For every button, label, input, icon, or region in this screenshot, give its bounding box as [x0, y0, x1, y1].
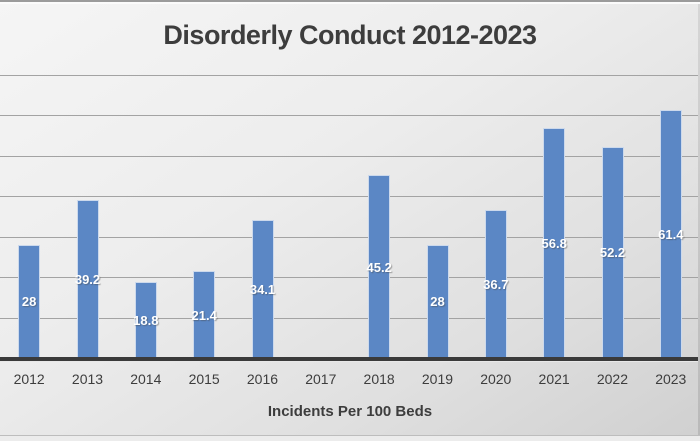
x-tick-label: 2015 [188, 371, 220, 387]
bar: 52.2 [599, 146, 626, 358]
bar: 36.7 [483, 209, 509, 358]
bar: 28 [426, 244, 449, 358]
bar-value-label: 18.8 [133, 312, 159, 328]
bar-value-label: 34.1 [249, 282, 276, 298]
bar-value-label: 56.8 [541, 236, 567, 252]
bar: 18.8 [133, 281, 159, 358]
bar-value-label: 28 [21, 294, 37, 310]
x-tick-label: 2023 [655, 371, 687, 387]
bar: 34.1 [249, 220, 276, 358]
bar-value-label: 21.4 [191, 307, 217, 323]
x-tick-label: 2016 [246, 371, 279, 387]
gridline [0, 317, 700, 319]
bar-value-label: 61.4 [658, 226, 684, 242]
x-axis-labels: 2012 2013 2014 2015 2016 2017 2018 2019 2020 2021… [0, 370, 700, 388]
chart-title: Disorderly Conduct 2012-2023 [163, 20, 537, 50]
slide-top-highlight [0, 2, 700, 4]
bar-value-label: 36.7 [483, 276, 509, 292]
bar: 21.4 [191, 271, 217, 358]
gridline [0, 236, 700, 238]
gridline [0, 115, 700, 117]
x-tick-label: 2014 [130, 371, 162, 387]
bar: 28 [18, 244, 41, 358]
bar-value-label: 39.2 [74, 271, 101, 287]
gridline [0, 155, 700, 157]
bar-value-label: 28 [430, 294, 445, 310]
x-tick-label: 2019 [421, 371, 454, 387]
bar: 39.2 [74, 199, 101, 358]
slide-bottom-edge [0, 435, 700, 436]
x-tick-label: 2017 [305, 371, 337, 387]
slide-right-edge [698, 0, 700, 441]
x-tick-label: 2020 [480, 371, 512, 387]
x-tick-label: 2022 [596, 371, 629, 387]
x-axis-title: Incidents Per 100 Beds [267, 403, 433, 420]
x-tick-label: 2012 [13, 371, 45, 387]
bar: 45.2 [366, 175, 392, 358]
bar: 61.4 [658, 109, 684, 358]
bar-value-label: 52.2 [599, 245, 626, 261]
slide-top-edge [0, 0, 700, 2]
bar-value-label: 45.2 [366, 259, 392, 275]
x-tick-label: 2013 [71, 371, 104, 387]
x-tick-label: 2021 [538, 371, 570, 387]
gridline [0, 277, 700, 279]
bar: 56.8 [541, 128, 567, 358]
gridline [0, 196, 700, 198]
x-tick-label: 2018 [363, 371, 395, 387]
x-axis-line [0, 357, 700, 362]
gridline [0, 75, 700, 76]
slide-bottom-highlight [0, 436, 700, 441]
